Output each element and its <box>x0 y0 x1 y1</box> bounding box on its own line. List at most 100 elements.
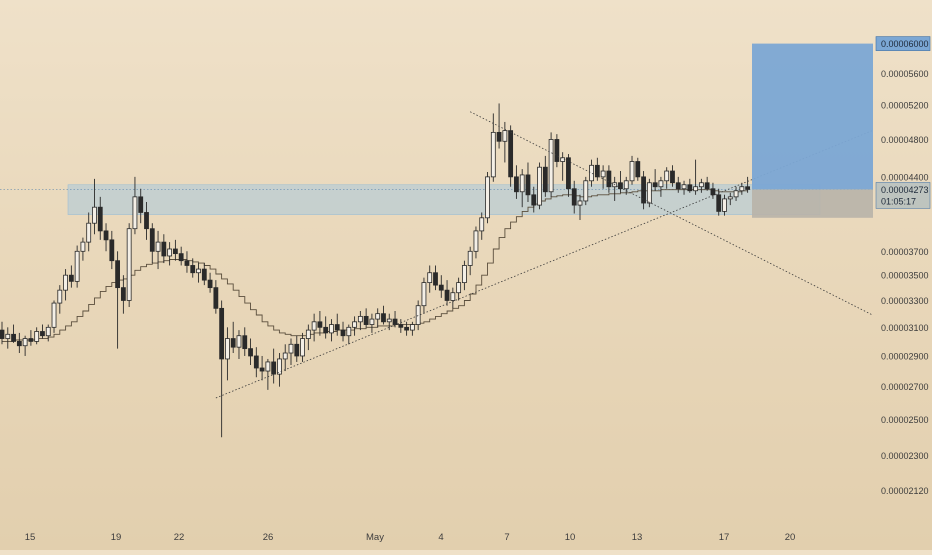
candle <box>444 280 450 306</box>
time-tick-label: 19 <box>111 532 122 543</box>
price-tick-label: 0.00004400 <box>881 172 929 182</box>
candle <box>45 324 51 342</box>
candle <box>542 155 548 197</box>
candle-body <box>716 194 722 212</box>
candle <box>369 313 375 333</box>
candle-body <box>537 166 542 206</box>
time-axis[interactable]: 15 19 22 26 May 4 7 10 13 17 20 <box>25 532 796 543</box>
candle-body <box>421 282 427 307</box>
candle-body <box>386 318 392 323</box>
candle-body <box>606 170 612 188</box>
candle <box>248 338 253 365</box>
candle-body <box>664 170 670 182</box>
target-price-tag <box>875 36 931 51</box>
candle-body <box>461 265 467 284</box>
candles-layer <box>0 103 751 438</box>
candle-body <box>253 355 259 369</box>
candle <box>0 321 5 345</box>
candle <box>323 316 329 339</box>
candle-body <box>531 194 537 206</box>
candle <box>115 251 120 349</box>
candle <box>213 280 219 314</box>
candle <box>386 313 392 331</box>
candle-body <box>450 292 456 301</box>
candle <box>317 311 323 336</box>
time-tick-label: 26 <box>263 532 274 543</box>
candle-body <box>438 284 444 291</box>
candle <box>126 223 132 308</box>
candle <box>733 186 739 201</box>
price-tick-label: 0.00004800 <box>881 135 929 145</box>
candle <box>409 321 415 336</box>
candle-body <box>213 287 219 309</box>
candle-body <box>589 164 594 182</box>
candle-body <box>51 302 57 328</box>
candle <box>16 332 22 354</box>
candle <box>525 162 531 202</box>
candle-body <box>675 182 681 190</box>
candle-body <box>352 321 357 328</box>
candle <box>600 165 606 189</box>
candle <box>103 223 109 252</box>
candle <box>548 132 554 197</box>
candle <box>97 196 103 240</box>
candle-body <box>236 335 242 348</box>
candle-body <box>172 248 178 255</box>
candle-body <box>629 161 635 182</box>
price-tick-label: 0.00002900 <box>881 351 929 361</box>
candle <box>571 180 577 214</box>
candle <box>219 300 225 438</box>
candle <box>155 230 161 270</box>
countdown-label: 01:05:17 <box>881 196 916 206</box>
candle-body <box>635 161 641 178</box>
price-tick-label: 0.00005200 <box>881 101 929 111</box>
candle <box>5 327 11 349</box>
position-layer[interactable] <box>752 43 873 218</box>
candle <box>404 321 410 336</box>
candle-body <box>525 174 531 196</box>
candle-body <box>652 182 658 188</box>
candle <box>467 246 473 276</box>
candle-body <box>288 343 294 354</box>
price-tick-label: 0.00003700 <box>881 247 929 257</box>
candle-body <box>103 230 109 241</box>
candle <box>693 159 698 195</box>
candle <box>646 178 652 208</box>
candle-body <box>618 182 623 190</box>
candle-body <box>427 272 433 284</box>
candle-body <box>739 186 745 192</box>
candle <box>375 308 381 328</box>
candle <box>381 305 386 325</box>
candle <box>207 272 213 293</box>
price-tick-label: 0.00003500 <box>881 271 929 281</box>
candle <box>594 157 600 181</box>
candle-body <box>28 338 34 342</box>
candle-body <box>259 367 265 372</box>
candle <box>86 212 92 252</box>
candle <box>727 192 733 206</box>
candle-body <box>242 335 248 350</box>
price-axis[interactable]: 0.00006000 0.00005600 0.00005200 0.00004800… <box>873 0 932 550</box>
candle <box>92 178 97 235</box>
candle <box>739 182 745 195</box>
candle <box>68 265 74 288</box>
candle <box>294 335 300 362</box>
candle-body <box>138 196 144 213</box>
candle <box>277 353 282 387</box>
candle-body <box>560 157 566 162</box>
candle <box>479 212 485 240</box>
price-tick-label: 0.00005600 <box>881 69 929 79</box>
candle <box>698 178 704 193</box>
candle-body <box>40 331 45 337</box>
candle <box>427 265 433 293</box>
candle-body <box>508 130 514 178</box>
candle-body <box>149 228 155 252</box>
candle-body <box>594 164 600 178</box>
candle-body <box>161 241 167 257</box>
time-tick-label: 15 <box>25 532 36 543</box>
candle <box>641 171 646 210</box>
candle <box>710 182 716 199</box>
candle-body <box>704 182 710 190</box>
